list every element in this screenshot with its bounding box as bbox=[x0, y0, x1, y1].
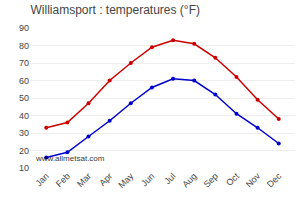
svg-text:Oct: Oct bbox=[224, 171, 241, 188]
svg-text:Sep: Sep bbox=[202, 171, 220, 189]
svg-text:Aug: Aug bbox=[180, 171, 198, 189]
svg-text:70: 70 bbox=[19, 58, 29, 68]
svg-text:90: 90 bbox=[19, 23, 29, 33]
svg-text:www.allmetsat.com: www.allmetsat.com bbox=[35, 154, 105, 163]
svg-text:30: 30 bbox=[19, 128, 29, 138]
svg-text:Jul: Jul bbox=[162, 171, 177, 186]
svg-text:80: 80 bbox=[19, 41, 29, 51]
svg-text:Jun: Jun bbox=[139, 171, 156, 188]
svg-text:50: 50 bbox=[19, 93, 29, 103]
svg-text:May: May bbox=[116, 171, 135, 190]
svg-text:Feb: Feb bbox=[54, 171, 72, 189]
svg-text:Mar: Mar bbox=[75, 171, 93, 189]
svg-text:20: 20 bbox=[19, 146, 29, 156]
svg-text:Jan: Jan bbox=[34, 171, 51, 188]
svg-text:Williamsport : temperatures (°: Williamsport : temperatures (°F) bbox=[31, 3, 201, 17]
svg-text:60: 60 bbox=[19, 76, 29, 86]
svg-text:Apr: Apr bbox=[97, 171, 114, 188]
svg-text:10: 10 bbox=[19, 163, 29, 173]
svg-text:Nov: Nov bbox=[244, 171, 263, 190]
svg-text:Dec: Dec bbox=[265, 171, 284, 190]
svg-text:40: 40 bbox=[19, 111, 29, 121]
